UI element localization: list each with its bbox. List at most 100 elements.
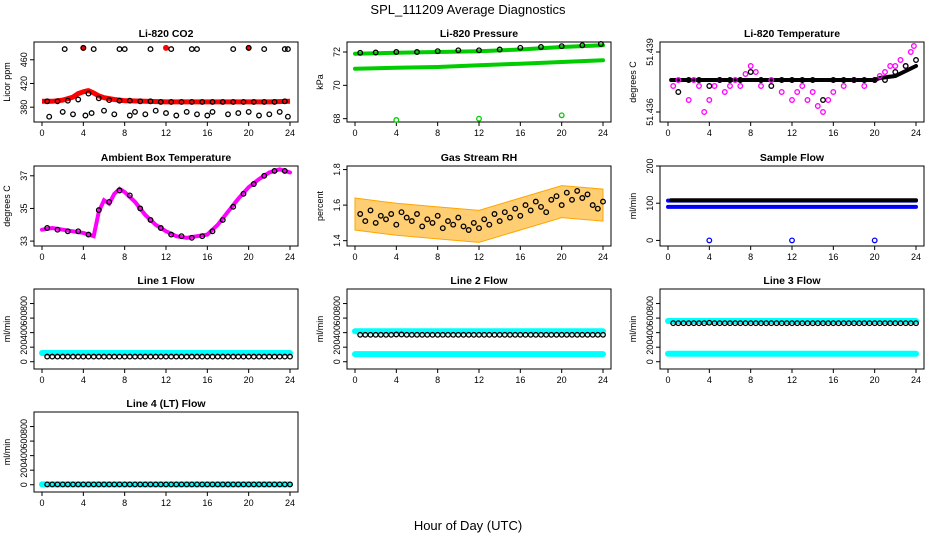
data-point (809, 89, 816, 95)
data-point (789, 237, 795, 244)
data-point (261, 172, 268, 179)
data-point (747, 63, 754, 69)
data-point (261, 98, 268, 105)
data-point (814, 103, 821, 109)
data-point (727, 83, 733, 89)
data-point (194, 46, 200, 53)
y-tick-label: 200 (645, 158, 655, 173)
data-point (188, 46, 195, 53)
data-point (716, 77, 723, 83)
plot-frame (659, 288, 925, 370)
data-point (579, 42, 586, 49)
x-tick-label: 16 (828, 252, 838, 262)
x-tick-label: 24 (598, 252, 608, 262)
x-tick-label: 4 (81, 252, 86, 262)
panel-10: Line 4 (LT) Flow ml/min 0 4 8 12 16 20 24 0 200400… (2, 398, 299, 508)
y-tick-label: 800 (19, 419, 29, 434)
y-tick-label: 400 (19, 448, 29, 463)
data-point (132, 108, 138, 115)
data-point (194, 111, 200, 118)
data-point (685, 77, 692, 83)
data-point (747, 69, 754, 75)
y-tick-label: 200 (19, 463, 29, 478)
data-point (64, 97, 71, 104)
data-point (548, 196, 555, 203)
y-tick-label: 800 (19, 296, 29, 311)
data-point (85, 90, 92, 97)
data-point (90, 46, 97, 53)
data-point (465, 227, 472, 233)
x-tick-label: 24 (598, 375, 608, 385)
data-point (219, 98, 226, 105)
data-point (152, 107, 159, 114)
data-point (913, 57, 919, 63)
data-point (820, 109, 826, 115)
panel-2: Li-820 Pressure kPa 0 4 8 12 16 20 24 68 70 72 (315, 28, 612, 138)
y-tick-label: 0 (332, 359, 342, 364)
data-point (209, 108, 216, 115)
x-tick-label: 12 (787, 375, 797, 385)
panel-6: Sample Flow ml/min 0 4 8 12 16 20 24 0 100 200 (628, 152, 925, 262)
panel-title: Line 3 Flow (763, 275, 821, 287)
y-tick-label: 600 (19, 311, 29, 326)
panel-title: Sample Flow (760, 152, 825, 164)
panel-title: Line 2 Flow (450, 275, 508, 287)
plot-marks (352, 328, 606, 358)
data-point (584, 191, 591, 198)
x-tick-label: 20 (244, 375, 254, 385)
x-tick-label: 20 (244, 128, 254, 138)
panel-title: Li-820 CO2 (139, 28, 194, 40)
data-point (126, 112, 133, 119)
x-tick-label: 4 (81, 498, 86, 508)
data-point (64, 228, 71, 235)
data-point (522, 202, 529, 209)
y-tick-label: 800 (332, 296, 342, 311)
x-tick-label: 16 (202, 498, 212, 508)
x-tick-label: 12 (474, 375, 484, 385)
x-tick-label: 8 (122, 375, 127, 385)
x-tick-label: 12 (161, 375, 171, 385)
y-axis-label: ml/min (315, 316, 325, 343)
panel-title: Line 1 Flow (137, 275, 195, 287)
y-tick-label: 200 (19, 340, 29, 355)
x-tick-label: 20 (870, 252, 880, 262)
data-point (75, 228, 82, 235)
x-tick-label: 8 (435, 128, 440, 138)
data-point (424, 216, 431, 223)
data-point (517, 44, 524, 51)
data-point (209, 228, 216, 235)
panel-1: Li-820 CO2 Licor ppm 0 4 8 12 16 20 24 380 420 460 (2, 28, 299, 138)
x-tick-label: 24 (285, 498, 295, 508)
data-point (799, 77, 806, 83)
data-point (871, 237, 878, 244)
data-point (887, 63, 894, 69)
data-point (85, 231, 92, 238)
data-point (230, 46, 237, 53)
x-tick-label: 8 (122, 128, 127, 138)
x-tick-label: 8 (122, 252, 127, 262)
x-tick-label: 0 (665, 252, 670, 262)
data-point (538, 44, 544, 50)
x-tick-label: 4 (707, 375, 712, 385)
data-point (882, 77, 888, 83)
data-point (685, 97, 692, 103)
y-tick-label: 400 (645, 325, 655, 340)
data-point (789, 97, 795, 103)
data-point (579, 195, 586, 201)
panel-3: Li-820 Temperature degrees C 0 4 8 12 16 20 24 51… (628, 28, 925, 138)
x-tick-label: 20 (870, 128, 880, 138)
data-point (563, 189, 570, 196)
data-point (388, 211, 395, 217)
y-axis-label: percent (315, 190, 325, 221)
panel-7: Line 1 Flow ml/min 0 4 8 12 16 20 24 0 20040060080… (2, 275, 299, 385)
y-tick-label: 0 (645, 238, 655, 243)
x-tick-label: 0 (665, 375, 670, 385)
plot-marks (353, 41, 605, 123)
data-point (188, 234, 195, 241)
data-point (675, 89, 682, 95)
data-point (594, 205, 601, 212)
y-tick-label: 800 (645, 296, 655, 311)
plot-marks (666, 198, 918, 244)
panel-title: Gas Stream RH (441, 152, 517, 164)
x-tick-label: 24 (911, 128, 921, 138)
